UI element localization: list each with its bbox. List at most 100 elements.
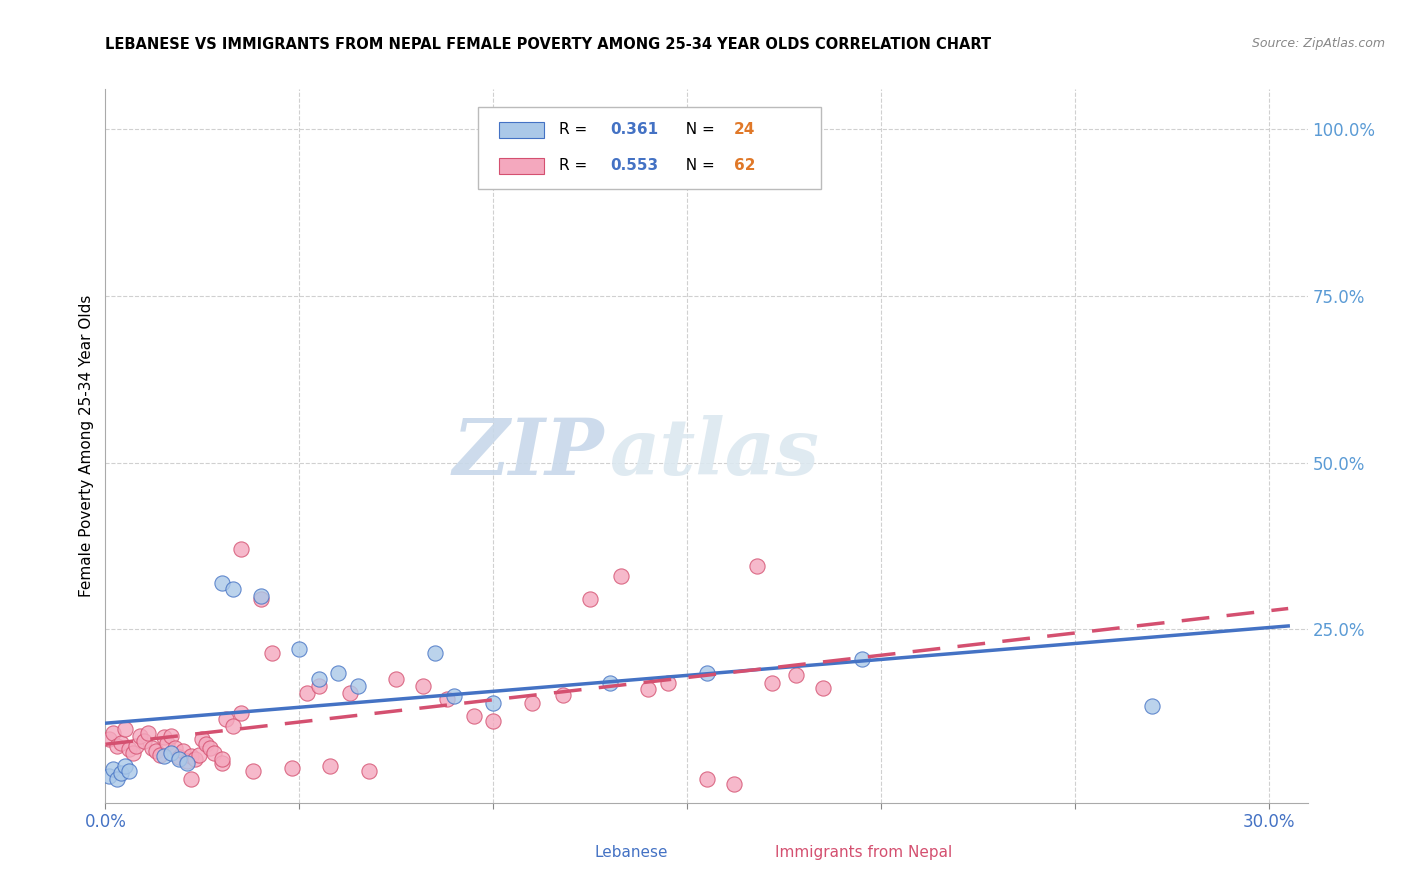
Point [811,681,834,695]
Text: LEBANESE VS IMMIGRANTS FROM NEPAL FEMALE POVERTY AMONG 25-34 YEAR OLDS CORRELATI: LEBANESE VS IMMIGRANTS FROM NEPAL FEMALE… [105,37,991,53]
Point [187,747,209,762]
Point [195,737,218,751]
Point [280,761,302,775]
Y-axis label: Female Poverty Among 25-34 Year Olds: Female Poverty Among 25-34 Year Olds [79,295,94,597]
Point [121,746,143,760]
Point [211,575,233,590]
Text: 62: 62 [734,158,755,173]
Point [160,729,183,743]
FancyBboxPatch shape [724,843,768,863]
Point [222,582,245,597]
Point [167,752,190,766]
Point [118,764,141,778]
Point [156,736,179,750]
Point [211,752,233,766]
Point [1142,699,1164,714]
Point [105,772,128,787]
FancyBboxPatch shape [478,107,821,189]
Point [249,589,271,603]
Point [103,763,125,777]
Point [482,714,505,729]
Point [785,667,807,681]
Point [160,746,183,760]
Point [761,675,783,690]
Point [149,747,172,762]
Point [118,742,141,756]
Point [191,732,214,747]
FancyBboxPatch shape [499,122,544,138]
Point [288,642,311,657]
Point [145,744,167,758]
Point [180,749,202,764]
Point [851,652,873,666]
Point [125,739,148,753]
Point [110,765,132,780]
Point [114,759,136,773]
Point [152,731,174,745]
Point [723,777,745,791]
Text: ZIP: ZIP [453,415,605,491]
Point [308,679,330,693]
Point [262,646,284,660]
Point [176,755,198,769]
Point [610,569,633,583]
Point [599,675,621,690]
Point [202,746,225,760]
Point [482,696,505,710]
Text: Immigrants from Nepal: Immigrants from Nepal [775,846,952,860]
Point [359,764,381,778]
Point [231,706,253,720]
Point [319,759,342,773]
Point [385,673,408,687]
Point [172,744,194,758]
Point [520,696,543,710]
Point [423,646,446,660]
Point [141,741,163,756]
Point [637,682,659,697]
Text: R =: R = [558,158,592,173]
Text: 24: 24 [734,122,755,136]
Point [551,688,574,702]
Point [214,713,236,727]
Point [443,689,465,703]
Point [242,764,264,778]
Text: 0.553: 0.553 [610,158,658,173]
Text: atlas: atlas [610,415,820,491]
Point [98,732,121,747]
Point [167,750,190,764]
Text: N =: N = [676,158,720,173]
Point [114,723,136,737]
Point [657,675,679,690]
Point [231,542,253,557]
Point [579,592,602,607]
Point [129,729,152,743]
Point [110,736,132,750]
Point [152,749,174,764]
Text: Source: ZipAtlas.com: Source: ZipAtlas.com [1251,37,1385,51]
Point [346,679,368,693]
Text: R =: R = [558,122,592,136]
Point [696,772,718,787]
Point [180,772,202,787]
Text: 0.361: 0.361 [610,122,658,136]
Point [98,769,121,783]
Point [339,686,361,700]
Point [105,739,128,753]
Point [436,692,458,706]
Point [103,725,125,739]
Point [222,719,245,733]
Text: N =: N = [676,122,720,136]
Point [308,673,330,687]
Point [134,734,156,748]
Point [183,752,205,766]
Point [412,679,434,693]
Point [745,559,768,574]
Point [463,709,485,723]
FancyBboxPatch shape [499,158,544,174]
FancyBboxPatch shape [544,843,588,863]
Point [696,665,718,680]
Point [249,592,271,607]
Point [165,741,187,756]
Point [136,725,159,739]
Point [176,756,198,770]
